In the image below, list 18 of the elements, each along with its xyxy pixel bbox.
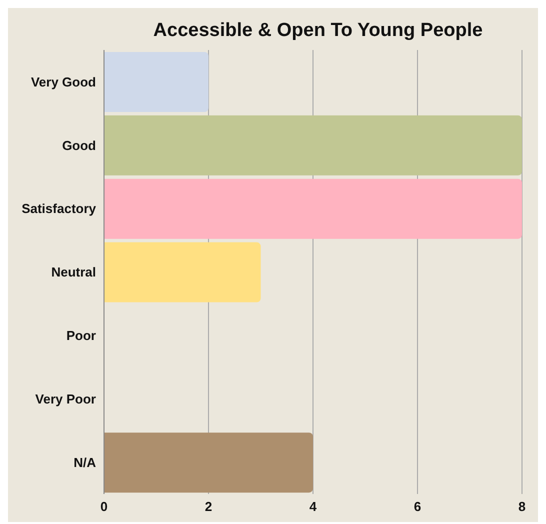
- bar: [104, 52, 208, 112]
- y-tick-label: Poor: [66, 328, 96, 344]
- x-tick-label: 0: [100, 499, 108, 514]
- chart-title: Accessible & Open To Young People: [152, 19, 484, 42]
- x-tick-label: 6: [414, 499, 422, 514]
- y-tick-label: Neutral: [51, 264, 96, 280]
- bar: [104, 432, 313, 493]
- y-tick-label: Very Good: [30, 74, 96, 90]
- x-tick-label: 4: [309, 499, 318, 514]
- x-tick-label: 2: [204, 499, 212, 514]
- x-tick-label: 8: [518, 499, 526, 514]
- y-tick-label: Satisfactory: [22, 201, 97, 216]
- bar: [104, 178, 522, 239]
- y-tick-label: N/A: [74, 454, 97, 470]
- y-tick-label: Good: [62, 138, 96, 153]
- y-tick-label: Very Poor: [35, 391, 96, 406]
- bar: [104, 115, 522, 176]
- bar: [104, 242, 261, 302]
